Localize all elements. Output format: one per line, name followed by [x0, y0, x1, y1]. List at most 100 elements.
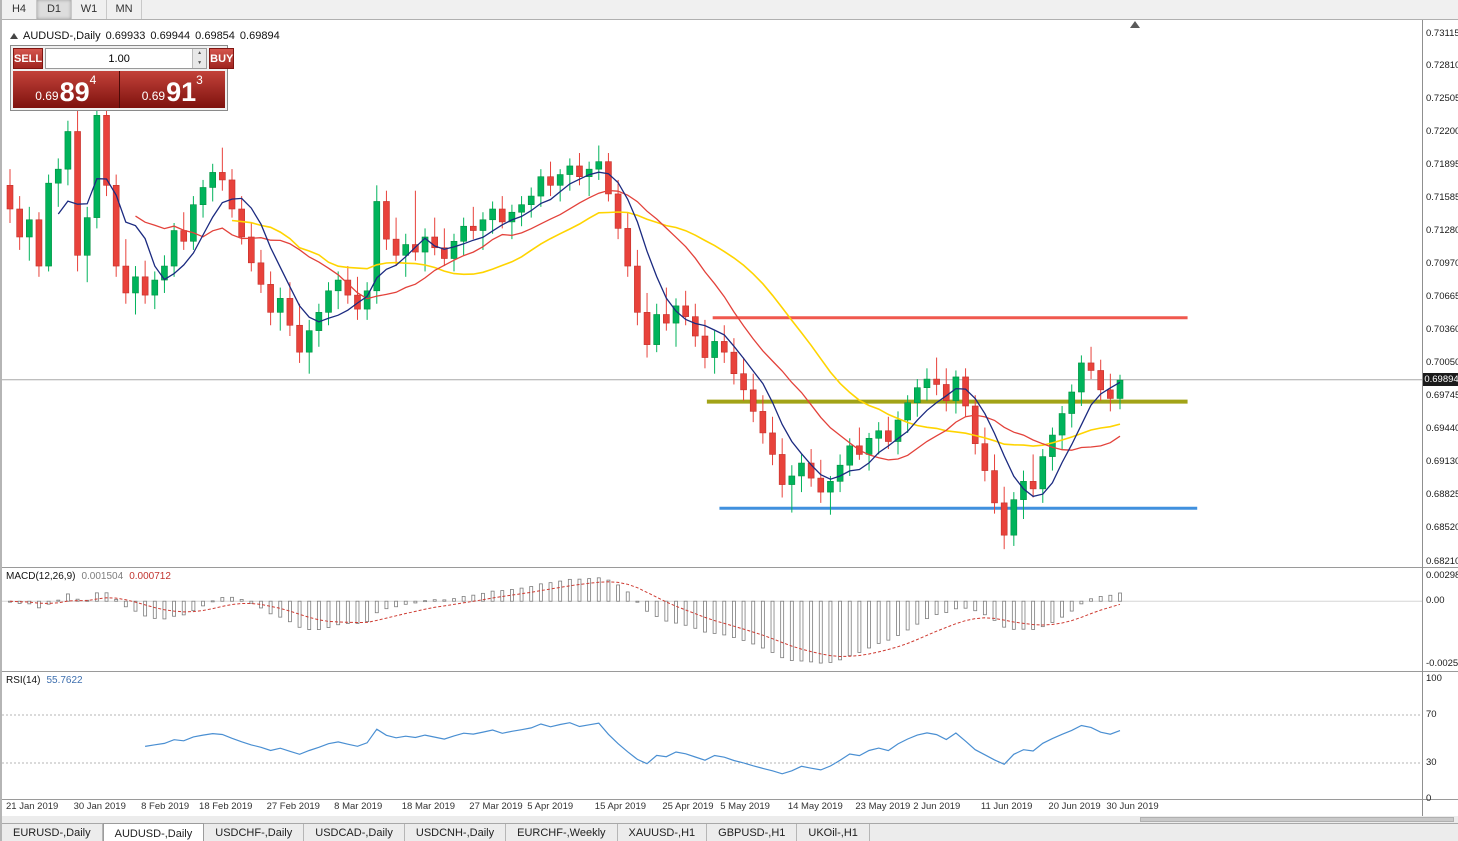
- macd-bar: [307, 600, 312, 630]
- candle-body: [450, 240, 458, 259]
- macd-bar: [519, 587, 524, 602]
- scrollbar-thumb[interactable]: [1140, 817, 1454, 822]
- macd-bar: [133, 600, 138, 612]
- buy-button[interactable]: BUY: [209, 48, 235, 69]
- ask-price-prefix: 0.69: [141, 89, 166, 103]
- timeframe-button-d1[interactable]: D1: [37, 0, 72, 19]
- chart-tab-xauusd-h1[interactable]: XAUUSD-,H1: [618, 824, 708, 841]
- macd-bar: [239, 599, 244, 602]
- time-axis-label: 5 May 2019: [720, 801, 770, 812]
- bid-price-pips: 89: [59, 77, 90, 107]
- macd-bar: [432, 599, 437, 602]
- candle-body: [344, 279, 352, 296]
- macd-bar: [230, 596, 234, 602]
- macd-bar: [944, 600, 949, 613]
- chart-tab-ukoil-h1[interactable]: UKOil-,H1: [797, 824, 870, 841]
- chart-tab-gbpusd-h1[interactable]: GBPUSD-,H1: [707, 824, 798, 841]
- macd-bar: [394, 600, 398, 608]
- chart-tab-eurusd-daily[interactable]: EURUSD-,Daily: [2, 824, 103, 841]
- macd-bar: [712, 600, 717, 634]
- candle-body: [141, 276, 149, 296]
- macd-bar: [992, 600, 997, 621]
- macd-bar: [896, 600, 900, 636]
- ohlc-close: 0.69894: [239, 30, 280, 42]
- sell-button[interactable]: SELL: [13, 48, 44, 69]
- candle-body: [64, 131, 72, 170]
- candle-body: [132, 276, 139, 294]
- timeframe-button-mn[interactable]: MN: [107, 0, 142, 19]
- rsi-panel[interactable]: RSI(14) 55.7622: [2, 671, 1458, 800]
- candle-body: [518, 204, 525, 213]
- candle-body: [547, 176, 554, 186]
- timeframe-button-h4[interactable]: H4: [2, 0, 37, 19]
- macd-bar: [355, 600, 360, 624]
- main-chart-panel[interactable]: [2, 19, 1458, 567]
- time-axis-label: 11 Jun 2019: [980, 801, 1033, 812]
- chart-tab-audusd-daily[interactable]: AUDUSD-,Daily: [102, 823, 205, 841]
- chart-tab-usdcnh-daily[interactable]: USDCNH-,Daily: [405, 824, 507, 841]
- candle-body: [170, 230, 178, 267]
- candle-body: [749, 389, 757, 412]
- macd-bar: [345, 600, 350, 624]
- macd-bar: [1118, 592, 1122, 602]
- chart-tab-eurchf-weekly[interactable]: EURCHF-,Weekly: [506, 824, 618, 841]
- scroll-to-end-icon[interactable]: [1130, 21, 1140, 28]
- candle-body: [885, 430, 892, 442]
- candle-body: [83, 217, 91, 256]
- candle-body: [527, 195, 535, 205]
- macd-bar: [201, 600, 205, 607]
- candle-body: [981, 443, 989, 471]
- candle-body: [441, 247, 448, 259]
- rsi-axis-label: 70: [1426, 709, 1437, 720]
- price-axis-label: 0.68520: [1426, 522, 1458, 534]
- macd-bar: [915, 600, 920, 625]
- macd-bar: [654, 600, 659, 617]
- price-chart-svg[interactable]: [2, 19, 1422, 567]
- macd-bar: [606, 579, 611, 602]
- rsi-chart-svg[interactable]: [2, 672, 1422, 800]
- candle-body: [219, 172, 226, 181]
- candle-body: [16, 208, 23, 238]
- candle-body: [228, 179, 236, 210]
- candle-body: [354, 294, 361, 310]
- timeframe-button-w1[interactable]: W1: [72, 0, 107, 19]
- volume-increase-button[interactable]: ▲: [193, 49, 207, 59]
- candle-body: [498, 208, 506, 223]
- chart-scrollbar[interactable]: [2, 816, 1458, 823]
- macd-panel[interactable]: MACD(12,26,9) 0.001504 0.000712: [2, 567, 1458, 672]
- current-price-badge: 0.69894: [1423, 373, 1458, 387]
- volume-input[interactable]: [46, 49, 193, 68]
- macd-bar: [94, 592, 99, 602]
- candle-body: [817, 477, 825, 493]
- bid-price-button[interactable]: 0.69 89 4: [13, 71, 120, 108]
- ask-price-point: 3: [196, 73, 203, 87]
- macd-bar: [66, 593, 70, 602]
- candle-body: [460, 225, 467, 242]
- time-axis-label: 30 Jan 2019: [73, 801, 126, 812]
- macd-bar: [336, 600, 341, 626]
- one-click-trading-panel: SELL ▲ ▼ BUY 0.69 89 4 0.69 91 3: [10, 45, 235, 111]
- time-axis-label: 27 Mar 2019: [469, 801, 523, 812]
- candle-body: [759, 411, 767, 434]
- volume-decrease-button[interactable]: ▼: [193, 58, 207, 68]
- chart-tab-usdcad-daily[interactable]: USDCAD-,Daily: [304, 824, 405, 841]
- candle-body: [904, 402, 911, 421]
- ask-price-button[interactable]: 0.69 91 3: [119, 71, 225, 108]
- macd-label: MACD(12,26,9) 0.001504 0.000712: [6, 571, 171, 582]
- macd-bar: [780, 600, 785, 659]
- macd-bar: [123, 600, 128, 608]
- price-axis-label: 0.71280: [1426, 225, 1458, 237]
- candle-body: [257, 262, 265, 285]
- price-axis-label: 0.71585: [1426, 192, 1458, 204]
- candle-body: [373, 201, 381, 292]
- candle-body: [1000, 502, 1008, 536]
- macd-bar: [1031, 600, 1036, 630]
- macd-bar: [1079, 600, 1084, 605]
- candle-body: [6, 185, 14, 210]
- chart-tab-usdchf-daily[interactable]: USDCHF-,Daily: [204, 824, 305, 841]
- macd-bar: [210, 600, 215, 603]
- macd-bar: [152, 600, 157, 619]
- macd-bar: [114, 599, 119, 602]
- macd-chart-svg[interactable]: [2, 568, 1422, 672]
- candle-body: [740, 373, 747, 391]
